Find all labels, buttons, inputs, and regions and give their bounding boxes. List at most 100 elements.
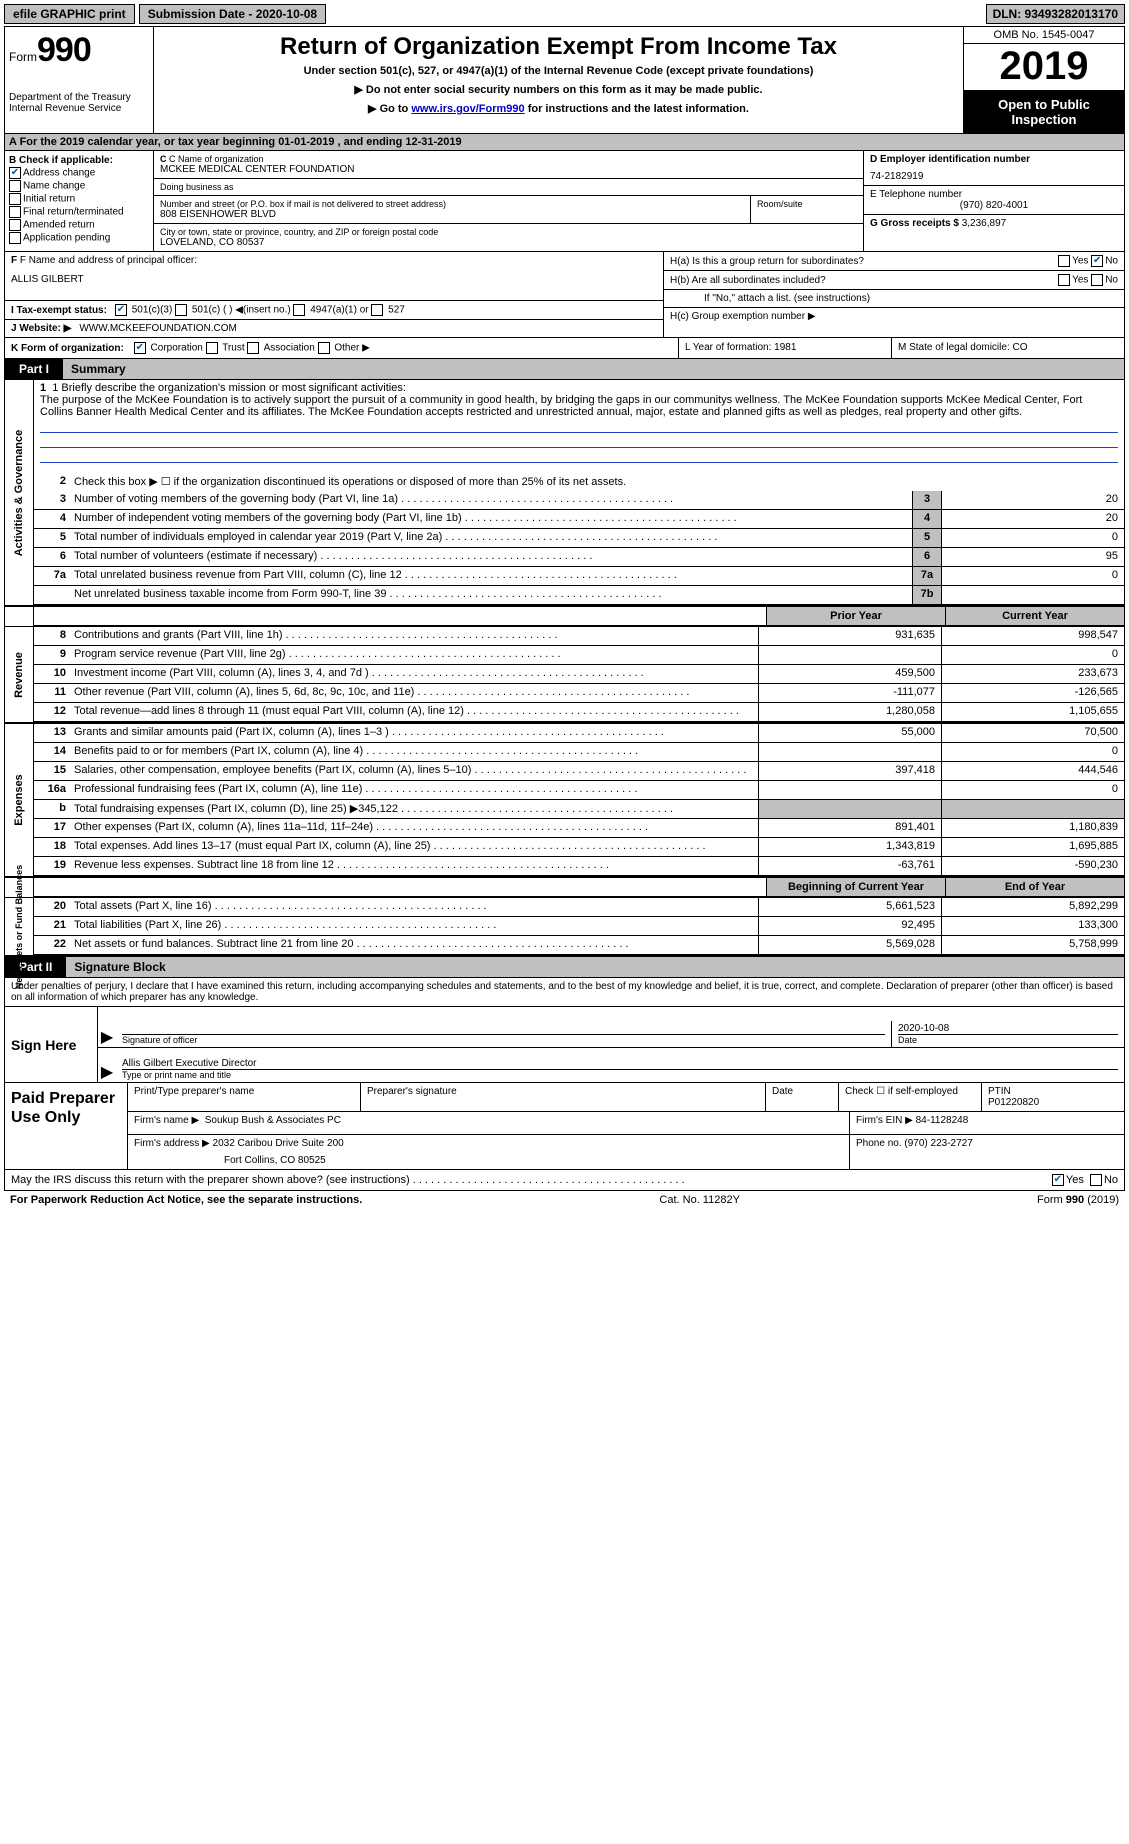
header-mid: Return of Organization Exempt From Incom…: [154, 27, 963, 133]
signature-block: Under penalties of perjury, I declare th…: [5, 978, 1124, 1190]
row-klm: K Form of organization: Corporation Trus…: [5, 338, 1124, 359]
firm-addr-value2: Fort Collins, CO 80525: [134, 1155, 843, 1166]
firm-addr-label: Firm's address ▶: [134, 1138, 210, 1149]
firm-phone-label: Phone no.: [856, 1138, 902, 1149]
ptin-value: P01220820: [988, 1097, 1118, 1108]
page-footer: For Paperwork Reduction Act Notice, see …: [4, 1191, 1125, 1206]
firm-addr-value: 2032 Caribou Drive Suite 200: [213, 1138, 344, 1149]
i-opt-checkbox[interactable]: [371, 304, 383, 316]
k-options: Corporation Trust Association Other ▶: [134, 342, 370, 354]
may-discuss-text: May the IRS discuss this return with the…: [11, 1174, 410, 1186]
hb-label: H(b) Are all subordinates included?: [670, 275, 826, 286]
i-label: I Tax-exempt status:: [11, 305, 107, 316]
colb-item[interactable]: Application pending: [9, 232, 149, 244]
l-year-formation: L Year of formation: 1981: [678, 338, 891, 358]
room-label: Room/suite: [757, 199, 857, 209]
e-phone-value: (970) 820-4001: [870, 200, 1118, 211]
j-label: J Website: ▶: [11, 323, 71, 334]
form-header: Form990 Department of the Treasury Inter…: [5, 27, 1124, 134]
summary-governance: Activities & Governance 1 1 Briefly desc…: [5, 380, 1124, 607]
part1-header: Part I Summary: [5, 359, 1124, 380]
paid-preparer-label: Paid Preparer Use Only: [5, 1083, 128, 1169]
g-receipts-label: G Gross receipts $: [870, 218, 959, 229]
ptin-label: PTIN: [988, 1086, 1118, 1097]
c-name-label: C Name of organization: [169, 154, 264, 164]
colb-item[interactable]: Initial return: [9, 193, 149, 205]
discuss-yes-checkbox[interactable]: [1052, 1174, 1064, 1186]
org-name: MCKEE MEDICAL CENTER FOUNDATION: [160, 164, 857, 175]
fh-block: F F Name and address of principal office…: [5, 252, 1124, 338]
col-b-title: B Check if applicable:: [9, 155, 149, 166]
discuss-no-checkbox[interactable]: [1090, 1174, 1102, 1186]
line2-text: Check this box ▶ ☐ if the organization d…: [70, 473, 1124, 491]
ssn-warning: ▶ Do not enter social security numbers o…: [162, 83, 955, 96]
na-hdr: Beginning of Current Year End of Year: [5, 878, 1124, 898]
irs-link[interactable]: www.irs.gov/Form990: [411, 103, 524, 115]
goto-link-line: ▶ Go to www.irs.gov/Form990 for instruct…: [162, 102, 955, 115]
i-opt-checkbox[interactable]: [175, 304, 187, 316]
summary-revenue: Revenue 8Contributions and grants (Part …: [5, 627, 1124, 724]
hdr-current-year: Current Year: [945, 607, 1124, 625]
addr-value: 808 Eisenhower BLVD: [160, 209, 744, 220]
row-a-period: A For the 2019 calendar year, or tax yea…: [5, 134, 1124, 151]
preparer-name-label: Print/Type preparer's name: [128, 1083, 361, 1111]
identity-block: B Check if applicable: Address changeNam…: [5, 151, 1124, 252]
colb-item[interactable]: Final return/terminated: [9, 206, 149, 218]
mission-label: 1 Briefly describe the organization's mi…: [52, 382, 406, 394]
i-opt-checkbox[interactable]: [115, 304, 127, 316]
form-subtitle: Under section 501(c), 527, or 4947(a)(1)…: [162, 65, 955, 77]
k-opt-checkbox[interactable]: [318, 342, 330, 354]
m-state-domicile: M State of legal domicile: CO: [891, 338, 1124, 358]
efile-button[interactable]: efile GRAPHIC print: [4, 4, 135, 24]
sig-date-value: 2020-10-08: [898, 1023, 1118, 1034]
mid-left: F F Name and address of principal office…: [5, 252, 663, 337]
hdr-prior-year: Prior Year: [766, 607, 945, 625]
hb-yes-checkbox[interactable]: [1058, 274, 1070, 286]
dln: DLN: 93493282013170: [986, 4, 1125, 24]
mission-block: 1 1 Briefly describe the organization's …: [34, 380, 1124, 473]
firm-name-label: Firm's name ▶: [134, 1115, 199, 1126]
k-opt-checkbox[interactable]: [134, 342, 146, 354]
tax-year: 2019: [964, 44, 1124, 91]
ha-yes-checkbox[interactable]: [1058, 255, 1070, 267]
i-opt-checkbox[interactable]: [293, 304, 305, 316]
goto-prefix: ▶ Go to: [368, 103, 411, 115]
colb-item[interactable]: Name change: [9, 180, 149, 192]
top-bar: efile GRAPHIC print Submission Date - 20…: [4, 4, 1125, 24]
i-options: 501(c)(3) 501(c) ( ) ◀(insert no.) 4947(…: [115, 304, 405, 316]
header-right: OMB No. 1545-0047 2019 Open to Public In…: [963, 27, 1124, 133]
k-opt-checkbox[interactable]: [206, 342, 218, 354]
firm-ein-label: Firm's EIN ▶: [856, 1115, 913, 1126]
dba-label: Doing business as: [160, 182, 857, 192]
part2-header: Part II Signature Block: [5, 957, 1124, 978]
open-to-public: Open to Public Inspection: [964, 91, 1124, 133]
ha-label: H(a) Is this a group return for subordin…: [670, 256, 864, 267]
col-c-name-address: C C Name of organization MCKEE MEDICAL C…: [154, 151, 863, 251]
vlabel-governance: Activities & Governance: [5, 380, 34, 605]
hb-note: If "No," attach a list. (see instruction…: [704, 293, 870, 304]
self-employed-check[interactable]: Check ☐ if self-employed: [839, 1083, 982, 1111]
addr-label: Number and street (or P.O. box if mail i…: [160, 199, 744, 209]
part1-title: Summary: [63, 359, 1124, 379]
colb-item[interactable]: Amended return: [9, 219, 149, 231]
mission-text: The purpose of the McKee Foundation is t…: [40, 394, 1118, 418]
form-prefix: Form: [9, 50, 37, 64]
perjury-note: Under penalties of perjury, I declare th…: [5, 978, 1124, 1007]
ha-no-checkbox[interactable]: [1091, 255, 1103, 267]
part2-title: Signature Block: [66, 957, 1124, 977]
form-outer: Form990 Department of the Treasury Inter…: [4, 26, 1125, 1191]
g-receipts-value: 3,236,897: [962, 218, 1007, 229]
hb-no-checkbox[interactable]: [1091, 274, 1103, 286]
cat-no: Cat. No. 11282Y: [362, 1194, 1037, 1206]
d-ein-value: 74-2182919: [870, 171, 1118, 182]
paperwork-notice: For Paperwork Reduction Act Notice, see …: [10, 1194, 362, 1206]
colb-item[interactable]: Address change: [9, 167, 149, 179]
rev-hdr: Prior Year Current Year: [5, 607, 1124, 627]
j-website: WWW.MCKEEFOUNDATION.COM: [79, 323, 237, 334]
form-ref: Form 990 (2019): [1037, 1194, 1119, 1206]
city-label: City or town, state or province, country…: [160, 227, 857, 237]
k-opt-checkbox[interactable]: [247, 342, 259, 354]
hdr-beg-year: Beginning of Current Year: [766, 878, 945, 896]
paid-preparer-block: Paid Preparer Use Only Print/Type prepar…: [5, 1083, 1124, 1170]
f-officer-name: ALLIS GILBERT: [11, 274, 84, 285]
